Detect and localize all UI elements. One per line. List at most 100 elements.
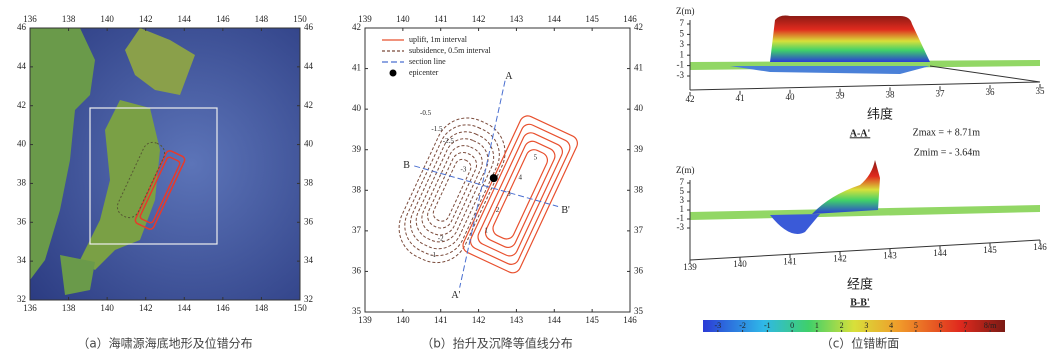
y-tick-label: 38 <box>17 177 27 187</box>
y-tick-label: 36 <box>352 265 362 275</box>
x-tick-label: 145 <box>585 14 599 24</box>
colorbar <box>703 320 1005 332</box>
panel-title: B-B' <box>850 297 870 308</box>
y-tick-label: 41 <box>634 63 643 73</box>
x-label: 纬度 <box>867 107 893 123</box>
colorbar-tick-label: -2 <box>739 321 746 330</box>
x-tick-label: 41 <box>736 93 745 103</box>
x-tick-label: 35 <box>1036 86 1046 96</box>
x-tick-label: 145 <box>983 245 997 255</box>
y-tick-label: 42 <box>17 100 26 110</box>
z-label: Z(m) <box>676 165 695 175</box>
contour-label: 4 <box>518 174 522 182</box>
z-label: Z(m) <box>676 6 695 16</box>
x-tick-label: 142 <box>833 253 847 263</box>
x-tick-label: 143 <box>510 315 524 325</box>
contour-label: -1 <box>430 251 436 259</box>
y-tick-label: 35 <box>352 306 362 316</box>
contour-label: 5 <box>534 153 538 161</box>
x-tick-label: 42 <box>686 94 695 104</box>
y-tick-label: 46 <box>304 22 314 32</box>
colorbar-tick-label: 5 <box>914 321 918 330</box>
caption: （b）抬升及沉降等值线分布 <box>421 336 573 351</box>
x-tick-label: 37 <box>936 88 946 98</box>
section-line <box>460 81 505 288</box>
y-tick-label: 36 <box>17 216 27 226</box>
annotation: Zmim = - 3.64m <box>914 147 980 158</box>
x-tick-label: 146 <box>1033 242 1047 252</box>
z-tick-label: 7 <box>680 18 685 28</box>
x-tick-label: 140 <box>396 14 410 24</box>
y-tick-label: 38 <box>304 177 314 187</box>
x-tick-label: 138 <box>62 14 76 24</box>
x-tick-label: 148 <box>255 14 269 24</box>
section-label: B <box>403 160 410 171</box>
map <box>30 28 300 300</box>
y-tick-label: 40 <box>17 139 27 149</box>
legend-label: epicenter <box>409 68 439 77</box>
x-tick-label: 141 <box>434 14 448 24</box>
x-tick-label: 144 <box>178 303 192 313</box>
z-tick-label: 3 <box>680 39 685 49</box>
x-tick-label: 140 <box>100 303 114 313</box>
x-tick-label: 142 <box>472 14 486 24</box>
y-tick-label: 35 <box>634 306 644 316</box>
contour-label: -2 <box>438 235 444 243</box>
x-tick-label: 139 <box>358 315 372 325</box>
z-tick-label: 1 <box>680 49 685 59</box>
colorbar-tick-label: 7 <box>963 321 967 330</box>
y-tick-label: 34 <box>17 255 27 265</box>
y-tick-label: 40 <box>304 139 314 149</box>
x-tick-label: 140 <box>733 259 747 269</box>
x-tick-label: 140 <box>396 315 410 325</box>
legend-label: uplift, 1m interval <box>409 35 468 44</box>
y-tick-label: 44 <box>304 61 314 71</box>
section-label: B' <box>561 205 570 216</box>
x-label: 经度 <box>847 277 873 293</box>
surface-a <box>690 16 1040 91</box>
uplift-contour <box>490 147 550 241</box>
x-tick-label: 143 <box>883 251 897 261</box>
y-tick-label: 40 <box>352 103 362 113</box>
x-tick-label: 142 <box>139 14 153 24</box>
legend-swatch <box>390 70 397 77</box>
y-tick-label: 38 <box>634 184 644 194</box>
x-tick-label: 144 <box>933 248 947 258</box>
colorbar-tick-label: 4 <box>889 321 893 330</box>
y-tick-label: 37 <box>352 225 362 235</box>
x-tick-label: 139 <box>683 262 697 272</box>
x-tick-label: 142 <box>139 303 153 313</box>
x-tick-label: 144 <box>178 14 192 24</box>
caption: （a）海啸源海底地形及位错分布 <box>77 336 252 351</box>
y-tick-label: 46 <box>17 22 27 32</box>
x-tick-label: 138 <box>62 303 76 313</box>
y-tick-label: 34 <box>304 255 314 265</box>
x-tick-label: 143 <box>510 14 524 24</box>
legend-label: section line <box>409 57 446 66</box>
contour-label: -1.5 <box>431 125 443 133</box>
contour-label: 3 <box>507 190 511 198</box>
contour-label: 2 <box>496 206 500 214</box>
x-tick-label: 150 <box>293 303 307 313</box>
legend-label: subsidence, 0.5m interval <box>409 46 492 55</box>
y-tick-label: 44 <box>17 61 27 71</box>
annotation: Zmax = + 8.71m <box>913 127 981 138</box>
panel-title: A-A' <box>850 128 871 139</box>
x-tick-label: 146 <box>216 14 230 24</box>
colorbar-tick-label: -1 <box>764 321 771 330</box>
contour-label: -3 <box>461 166 467 174</box>
x-tick-label: 141 <box>434 315 448 325</box>
subsidence-contour <box>431 157 473 224</box>
x-tick-label: 40 <box>786 92 796 102</box>
y-tick-label: 32 <box>17 294 26 304</box>
subsidence-contour <box>410 132 495 248</box>
caption: （c）位错断面 <box>821 336 900 351</box>
colorbar-tick-label: -3 <box>715 321 722 330</box>
y-tick-label: 40 <box>634 103 644 113</box>
y-tick-label: 36 <box>304 216 314 226</box>
contour-label: -2.5 <box>443 137 455 145</box>
x-tick-label: 141 <box>783 256 797 266</box>
colorbar-tick-label: 1 <box>815 321 819 330</box>
x-tick-label: 148 <box>255 303 269 313</box>
